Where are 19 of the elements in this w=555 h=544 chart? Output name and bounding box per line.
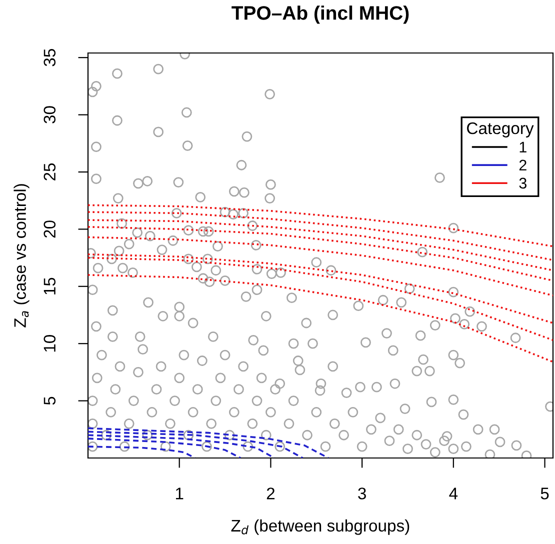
x-tick-label: 5 bbox=[540, 488, 549, 500]
legend-label: 1 bbox=[520, 142, 526, 152]
y-axis-title: Z$_{a}$ (case vs control) bbox=[14, 184, 30, 328]
y-tick-label: 15 bbox=[44, 278, 56, 294]
y-tick-label: 35 bbox=[44, 49, 56, 66]
x-tick-label: 3 bbox=[358, 488, 366, 500]
x-tick-label: 2 bbox=[266, 488, 275, 500]
x-tick-label: 4 bbox=[449, 488, 458, 500]
y-tick-label: 20 bbox=[44, 220, 56, 238]
y-tick-label: 30 bbox=[44, 106, 56, 124]
legend-label: 2 bbox=[519, 160, 526, 170]
x-axis-title: Z$_{d}$ (between subgroups) bbox=[231, 519, 410, 535]
chart-title: TPO–Ab (incl MHC) bbox=[232, 6, 409, 24]
y-tick-label: 10 bbox=[44, 334, 56, 352]
y-tick-label: 25 bbox=[44, 163, 56, 180]
y-tick-label: 5 bbox=[44, 396, 56, 405]
legend-title: Category bbox=[467, 122, 534, 138]
legend-label: 3 bbox=[519, 178, 526, 189]
x-tick-label: 1 bbox=[176, 488, 184, 500]
